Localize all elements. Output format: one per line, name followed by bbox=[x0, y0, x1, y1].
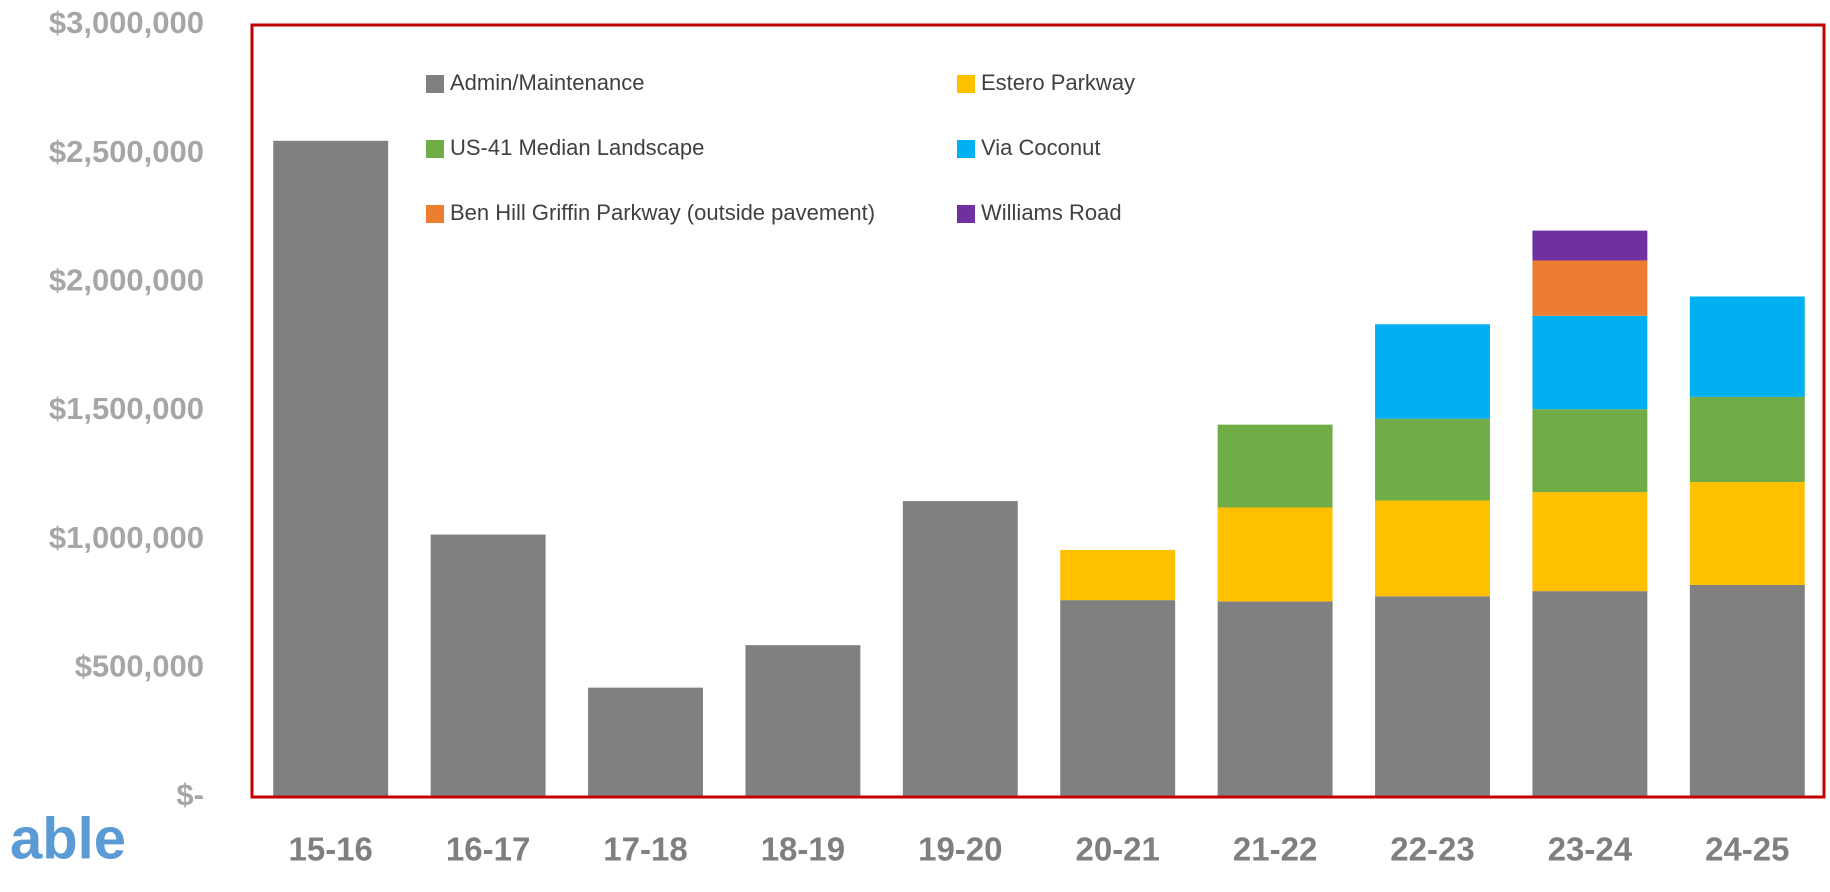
legend-swatch bbox=[426, 140, 444, 158]
y-tick-label: $- bbox=[176, 777, 204, 812]
bar-segment bbox=[1689, 584, 1805, 797]
legend-label: Via Coconut bbox=[981, 135, 1100, 160]
bar-segment bbox=[1375, 596, 1490, 797]
bar-segment bbox=[745, 645, 861, 797]
cut-off-title: able bbox=[10, 806, 126, 871]
bar-segment bbox=[1532, 409, 1648, 493]
bar-segment bbox=[1375, 500, 1490, 597]
bar-segment bbox=[588, 687, 703, 797]
bar-segment bbox=[1217, 601, 1333, 797]
bar-segment bbox=[1532, 230, 1648, 261]
y-tick-label: $500,000 bbox=[75, 649, 204, 684]
bar-segment bbox=[1375, 418, 1490, 501]
y-tick-label: $2,000,000 bbox=[49, 263, 204, 298]
bar-segment bbox=[1060, 600, 1176, 797]
bar-segment bbox=[1532, 315, 1648, 410]
bar-segment bbox=[1060, 549, 1176, 601]
x-tick-label: 15-16 bbox=[288, 831, 372, 868]
bar-segment bbox=[1532, 492, 1648, 592]
x-tick-label: 19-20 bbox=[918, 831, 1002, 868]
legend-swatch bbox=[957, 205, 975, 223]
y-tick-label: $2,500,000 bbox=[49, 134, 204, 169]
bar-segment bbox=[1689, 296, 1805, 397]
y-tick-label: $3,000,000 bbox=[49, 5, 204, 40]
legend-label: Admin/Maintenance bbox=[450, 70, 644, 95]
y-tick-label: $1,500,000 bbox=[49, 391, 204, 426]
legend-swatch bbox=[426, 205, 444, 223]
bar-segment bbox=[902, 501, 1018, 797]
bar-segment bbox=[273, 140, 389, 798]
legend-label: Williams Road bbox=[981, 200, 1122, 225]
legend-label: Estero Parkway bbox=[981, 70, 1135, 95]
legend-label: US-41 Median Landscape bbox=[450, 135, 704, 160]
x-tick-label: 16-17 bbox=[446, 831, 530, 868]
bar-segment bbox=[1375, 324, 1490, 419]
legend-swatch bbox=[426, 75, 444, 93]
x-tick-label: 18-19 bbox=[761, 831, 845, 868]
bar-segment bbox=[1217, 424, 1333, 508]
bar-segment bbox=[1689, 396, 1805, 483]
x-tick-label: 23-24 bbox=[1548, 831, 1633, 868]
plot-frame bbox=[250, 23, 1826, 799]
x-tick-label: 22-23 bbox=[1390, 831, 1474, 868]
x-tick-label: 17-18 bbox=[603, 831, 687, 868]
x-tick-label: 24-25 bbox=[1705, 831, 1789, 868]
x-tick-label: 21-22 bbox=[1233, 831, 1317, 868]
legend-swatch bbox=[957, 140, 975, 158]
y-tick-label: $1,000,000 bbox=[49, 520, 204, 555]
bar-segment bbox=[1532, 260, 1648, 316]
bar-segment bbox=[1689, 482, 1805, 585]
bar-segment bbox=[1532, 591, 1648, 797]
bar-segment bbox=[430, 534, 546, 797]
legend-label: Ben Hill Griffin Parkway (outside paveme… bbox=[450, 200, 875, 225]
legend-swatch bbox=[957, 75, 975, 93]
bar-segment bbox=[1217, 507, 1333, 602]
x-tick-label: 20-21 bbox=[1075, 831, 1159, 868]
